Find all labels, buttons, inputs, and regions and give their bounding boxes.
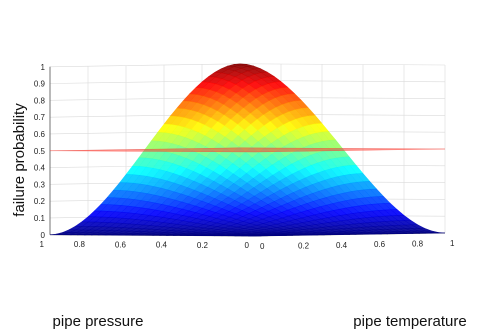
z-tick-label: 0	[41, 231, 46, 240]
x-tick-label: 0.4	[156, 241, 168, 250]
z-tick-label: 0.3	[34, 180, 46, 189]
y-tick-label: 0.6	[374, 240, 386, 249]
z-tick-label: 0.4	[34, 164, 46, 173]
z-tick-label: 0.9	[34, 80, 46, 89]
x-tick-label: 0.6	[115, 240, 127, 249]
z-tick-label: 0.1	[34, 214, 46, 223]
y-tick-label: 0.4	[336, 241, 348, 250]
tick-labels: 00.10.20.30.40.50.60.70.80.9100.20.40.60…	[34, 63, 455, 251]
x-tick-label: 0.8	[74, 240, 86, 249]
x-tick-label: 0.2	[197, 241, 209, 250]
y-tick-label: 0.2	[298, 241, 310, 250]
x-tick-label: 0	[245, 241, 250, 250]
z-tick-label: 1	[41, 63, 46, 72]
threshold-plane-surface	[49, 147, 446, 153]
y-tick-label: 1	[450, 239, 455, 248]
z-tick-label: 0.8	[34, 96, 46, 105]
y-tick-label: 0	[260, 242, 265, 251]
z-axis-label: failure probability	[11, 103, 28, 217]
y-axis-label: pipe temperature	[353, 313, 466, 330]
y-tick-label: 0.8	[412, 240, 424, 249]
x-axis-label: pipe pressure	[53, 313, 144, 330]
z-tick-label: 0.2	[34, 197, 46, 206]
z-tick-label: 0.5	[34, 147, 46, 156]
x-tick-label: 1	[40, 240, 45, 249]
threshold-plane	[49, 147, 446, 153]
z-tick-label: 0.6	[34, 130, 46, 139]
z-tick-label: 0.7	[34, 113, 46, 122]
